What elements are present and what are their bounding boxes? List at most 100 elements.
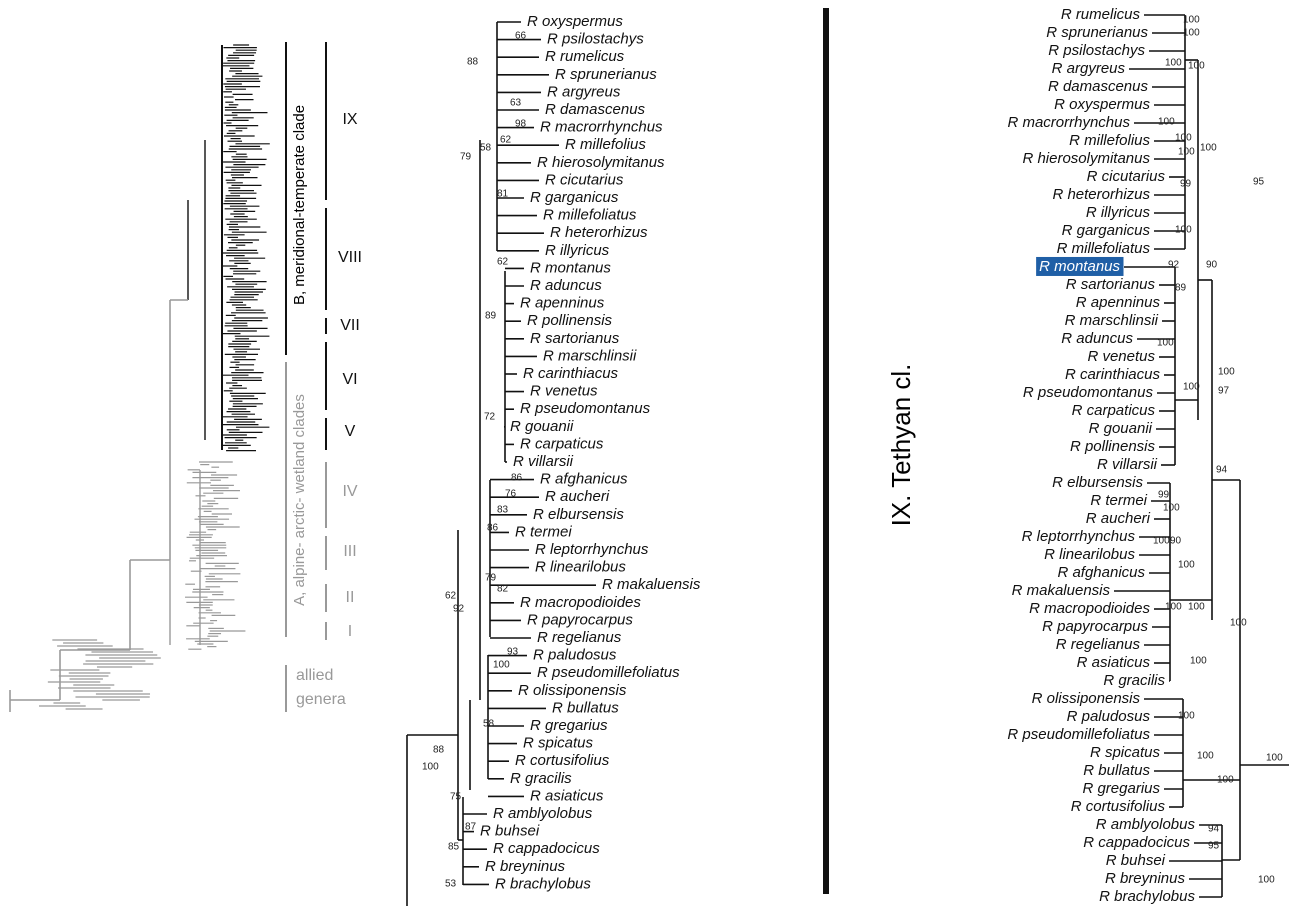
support-value: 98 bbox=[515, 119, 527, 130]
taxon-label: R sprunerianus bbox=[1046, 24, 1148, 41]
taxon-label: R pseudomillefoliatus bbox=[537, 664, 680, 681]
support-value: 100 bbox=[1200, 143, 1217, 154]
taxon-label: R hierosolymitanus bbox=[537, 154, 665, 171]
support-value: 72 bbox=[484, 412, 496, 423]
support-value: 100 bbox=[1188, 602, 1205, 613]
support-value: 100 bbox=[1258, 875, 1275, 886]
support-value: 100 bbox=[1197, 751, 1214, 762]
taxon-label: R pollinensis bbox=[527, 312, 613, 329]
taxon-label: R spicatus bbox=[1090, 744, 1161, 761]
support-value: 100 bbox=[1153, 536, 1170, 547]
taxon-label: R psilostachys bbox=[547, 31, 644, 48]
clade-title: IX. Tethyan cl. bbox=[886, 364, 916, 527]
taxon-label: R elbursensis bbox=[533, 506, 624, 523]
taxon-label: R apenninus bbox=[520, 295, 605, 312]
taxon-label: R carinthiacus bbox=[523, 365, 619, 382]
support-value: 88 bbox=[433, 745, 445, 756]
taxon-label: R rumelicus bbox=[545, 48, 625, 65]
taxon-label: R venetus bbox=[530, 383, 598, 400]
taxon-label: R olissiponensis bbox=[1032, 690, 1141, 707]
taxon-label: R sprunerianus bbox=[555, 66, 657, 83]
taxon-label: R regelianus bbox=[1056, 636, 1141, 653]
support-value: 89 bbox=[1175, 283, 1187, 294]
taxon-label: R sartorianus bbox=[1066, 276, 1156, 293]
support-value: 93 bbox=[507, 647, 519, 658]
support-value: 90 bbox=[1206, 260, 1218, 271]
taxon-label: R cappadocicus bbox=[493, 840, 600, 857]
support-value: 63 bbox=[510, 98, 522, 109]
support-value: 100 bbox=[1178, 147, 1195, 158]
support-value: 58 bbox=[480, 143, 492, 154]
support-value: 82 bbox=[497, 584, 509, 595]
support-value: 95 bbox=[1208, 841, 1220, 852]
support-value: 92 bbox=[1168, 260, 1180, 271]
support-value: 79 bbox=[485, 573, 497, 584]
support-value: 62 bbox=[445, 591, 457, 602]
taxon-label: R amblyolobus bbox=[1096, 816, 1196, 833]
taxon-label: R afghanicus bbox=[540, 471, 628, 488]
taxon-label: R buhsei bbox=[1106, 852, 1166, 869]
taxon-label: R rumelicus bbox=[1061, 6, 1141, 23]
taxon-label: R sartorianus bbox=[530, 330, 620, 347]
taxon-label: R villarsii bbox=[513, 453, 574, 470]
taxon-label: R marschlinsii bbox=[543, 347, 637, 364]
support-value: 62 bbox=[497, 257, 509, 268]
group-label: genera bbox=[296, 691, 346, 708]
taxon-label: R aduncus bbox=[1061, 330, 1133, 347]
taxon-label: R cappadocicus bbox=[1083, 834, 1190, 851]
taxon-label: R gregarius bbox=[530, 717, 608, 734]
clade-label: VI bbox=[342, 371, 357, 388]
taxon-label: R illyricus bbox=[1086, 204, 1151, 221]
taxon-label: R cortusifolius bbox=[1071, 798, 1166, 815]
taxon-label: R carpaticus bbox=[1072, 402, 1156, 419]
support-value: 97 bbox=[1218, 386, 1230, 397]
clade-label: V bbox=[345, 423, 356, 440]
taxon-label: R heterorhizus bbox=[550, 224, 648, 241]
taxon-label: R afghanicus bbox=[1057, 564, 1145, 581]
taxon-label: R cicutarius bbox=[545, 171, 624, 188]
support-value: 100 bbox=[1163, 503, 1180, 514]
support-value: 87 bbox=[465, 822, 477, 833]
support-value: 100 bbox=[1190, 656, 1207, 667]
support-value: 53 bbox=[445, 879, 457, 890]
taxon-label: R amblyolobus bbox=[493, 805, 593, 822]
support-value: 94 bbox=[1208, 824, 1220, 835]
taxon-label: R breyninus bbox=[1105, 870, 1186, 887]
taxon-label: R gregarius bbox=[1082, 780, 1160, 797]
taxon-label: R asiaticus bbox=[530, 787, 604, 804]
taxon-label: R linearilobus bbox=[1044, 546, 1135, 563]
taxon-label: R psilostachys bbox=[1048, 42, 1145, 59]
clade-label: III bbox=[343, 543, 356, 560]
support-value: 100 bbox=[493, 660, 510, 671]
taxon-label: R papyrocarpus bbox=[1042, 618, 1148, 635]
taxon-label: R pollinensis bbox=[1070, 438, 1156, 455]
taxon-label: R damascenus bbox=[1048, 78, 1149, 95]
taxon-label: R pseudomillefoliatus bbox=[1007, 726, 1150, 743]
taxon-label: R linearilobus bbox=[535, 559, 626, 576]
taxon-label: R cortusifolius bbox=[515, 752, 610, 769]
clade-label: IX bbox=[342, 111, 357, 128]
group-label: allied bbox=[296, 667, 333, 684]
taxon-label: R gouanii bbox=[1089, 420, 1153, 437]
taxon-label: R cicutarius bbox=[1087, 168, 1166, 185]
taxon-label: R paludosus bbox=[1067, 708, 1151, 725]
taxon-label: R millefoliatus bbox=[1057, 240, 1151, 257]
support-value: 88 bbox=[467, 57, 479, 68]
support-value: 90 bbox=[1170, 536, 1182, 547]
support-value: 100 bbox=[1157, 338, 1174, 349]
support-value: 100 bbox=[1217, 775, 1234, 786]
support-value: 100 bbox=[1183, 382, 1200, 393]
support-value: 76 bbox=[505, 489, 517, 500]
clade-label: IV bbox=[342, 483, 357, 500]
taxon-label: R paludosus bbox=[533, 647, 617, 664]
taxon-label: R brachylobus bbox=[1099, 888, 1195, 905]
support-value: 95 bbox=[1253, 177, 1265, 188]
taxon-label: R pseudomontanus bbox=[520, 400, 651, 417]
taxon-label: R gracilis bbox=[510, 770, 572, 787]
taxon-label: R brachylobus bbox=[495, 875, 591, 892]
taxon-label: R asiaticus bbox=[1077, 654, 1151, 671]
taxon-label: R heterorhizus bbox=[1052, 186, 1150, 203]
taxon-label: R montanus bbox=[530, 259, 611, 276]
taxon-label: R macropodioides bbox=[520, 594, 641, 611]
support-value: 62 bbox=[500, 135, 512, 146]
